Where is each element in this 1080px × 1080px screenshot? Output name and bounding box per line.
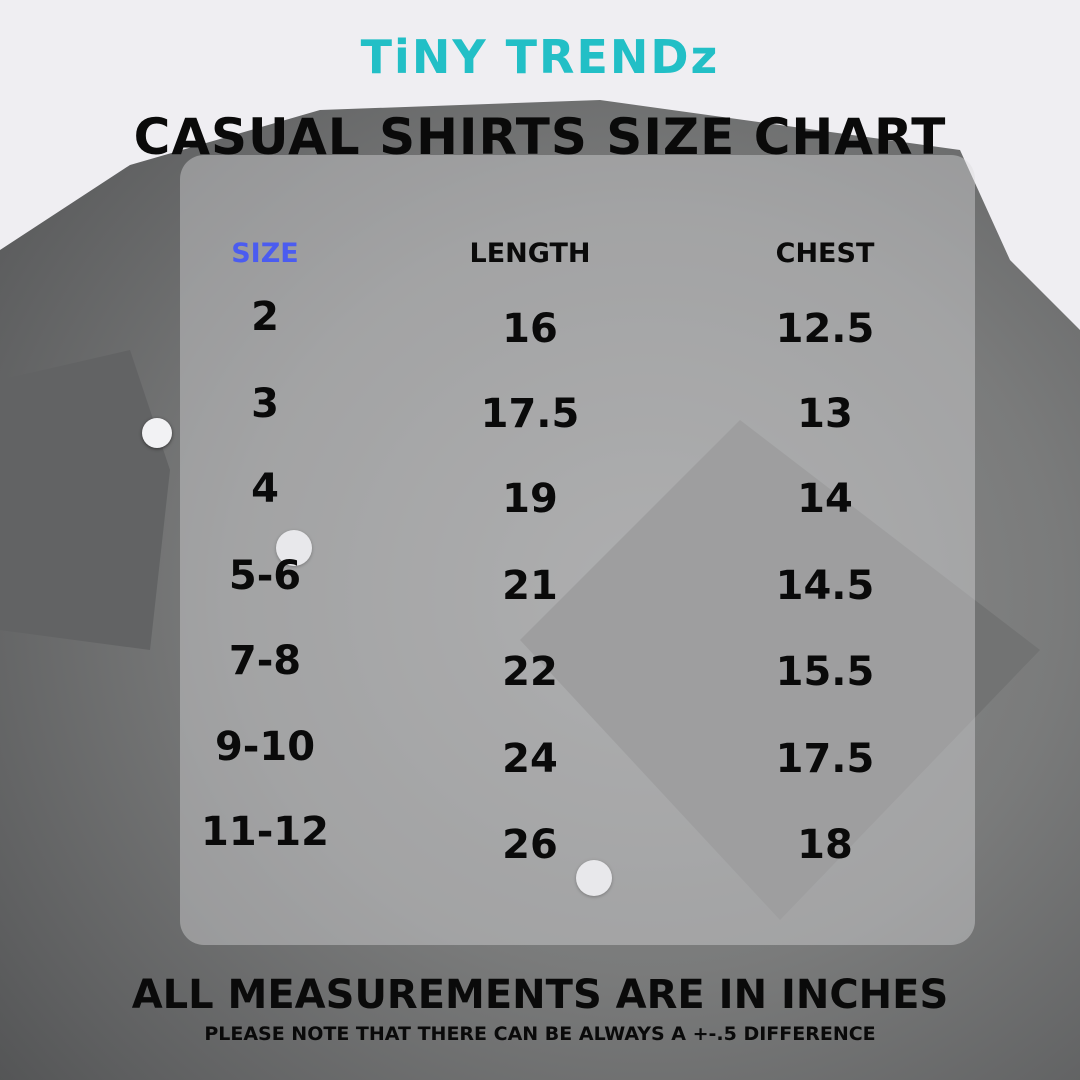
- cell-size: 7-8: [228, 638, 302, 684]
- size-table-panel: [180, 155, 975, 945]
- units-note: ALL MEASUREMENTS ARE IN INCHES: [131, 972, 949, 1018]
- cell-size: 9-10: [214, 724, 316, 770]
- cell-chest: 13: [797, 391, 853, 437]
- header-size: SIZE: [231, 238, 299, 269]
- cell-chest: 14: [797, 476, 853, 522]
- cell-length: 21: [502, 563, 558, 609]
- cell-length: 16: [502, 306, 558, 352]
- shirt-button: [142, 418, 172, 448]
- shirt-button: [576, 860, 612, 896]
- cell-chest: 12.5: [775, 306, 875, 352]
- cell-chest: 14.5: [775, 563, 875, 609]
- cell-length: 19: [502, 476, 558, 522]
- cell-size: 3: [251, 381, 279, 427]
- cell-length: 24: [502, 736, 558, 782]
- cell-size: 11-12: [201, 809, 329, 855]
- cell-chest: 18: [797, 822, 853, 868]
- cell-length: 26: [502, 822, 558, 868]
- shirt-button: [276, 530, 312, 566]
- shirt-collar: [0, 350, 170, 650]
- cell-length: 17.5: [480, 391, 580, 437]
- page-title: CASUAL SHIRTS SIZE CHART: [133, 108, 947, 166]
- cell-size: 4: [251, 466, 279, 512]
- cell-size: 5-6: [228, 553, 302, 599]
- cell-chest: 17.5: [775, 736, 875, 782]
- cell-chest: 15.5: [775, 649, 875, 695]
- header-length: LENGTH: [469, 238, 591, 269]
- header-chest: CHEST: [775, 238, 875, 269]
- brand-logo: TiNY TRENDz: [360, 30, 720, 84]
- cell-size: 2: [251, 294, 279, 340]
- tolerance-note: PLEASE NOTE THAT THERE CAN BE ALWAYS A +…: [204, 1023, 876, 1045]
- cell-length: 22: [502, 649, 558, 695]
